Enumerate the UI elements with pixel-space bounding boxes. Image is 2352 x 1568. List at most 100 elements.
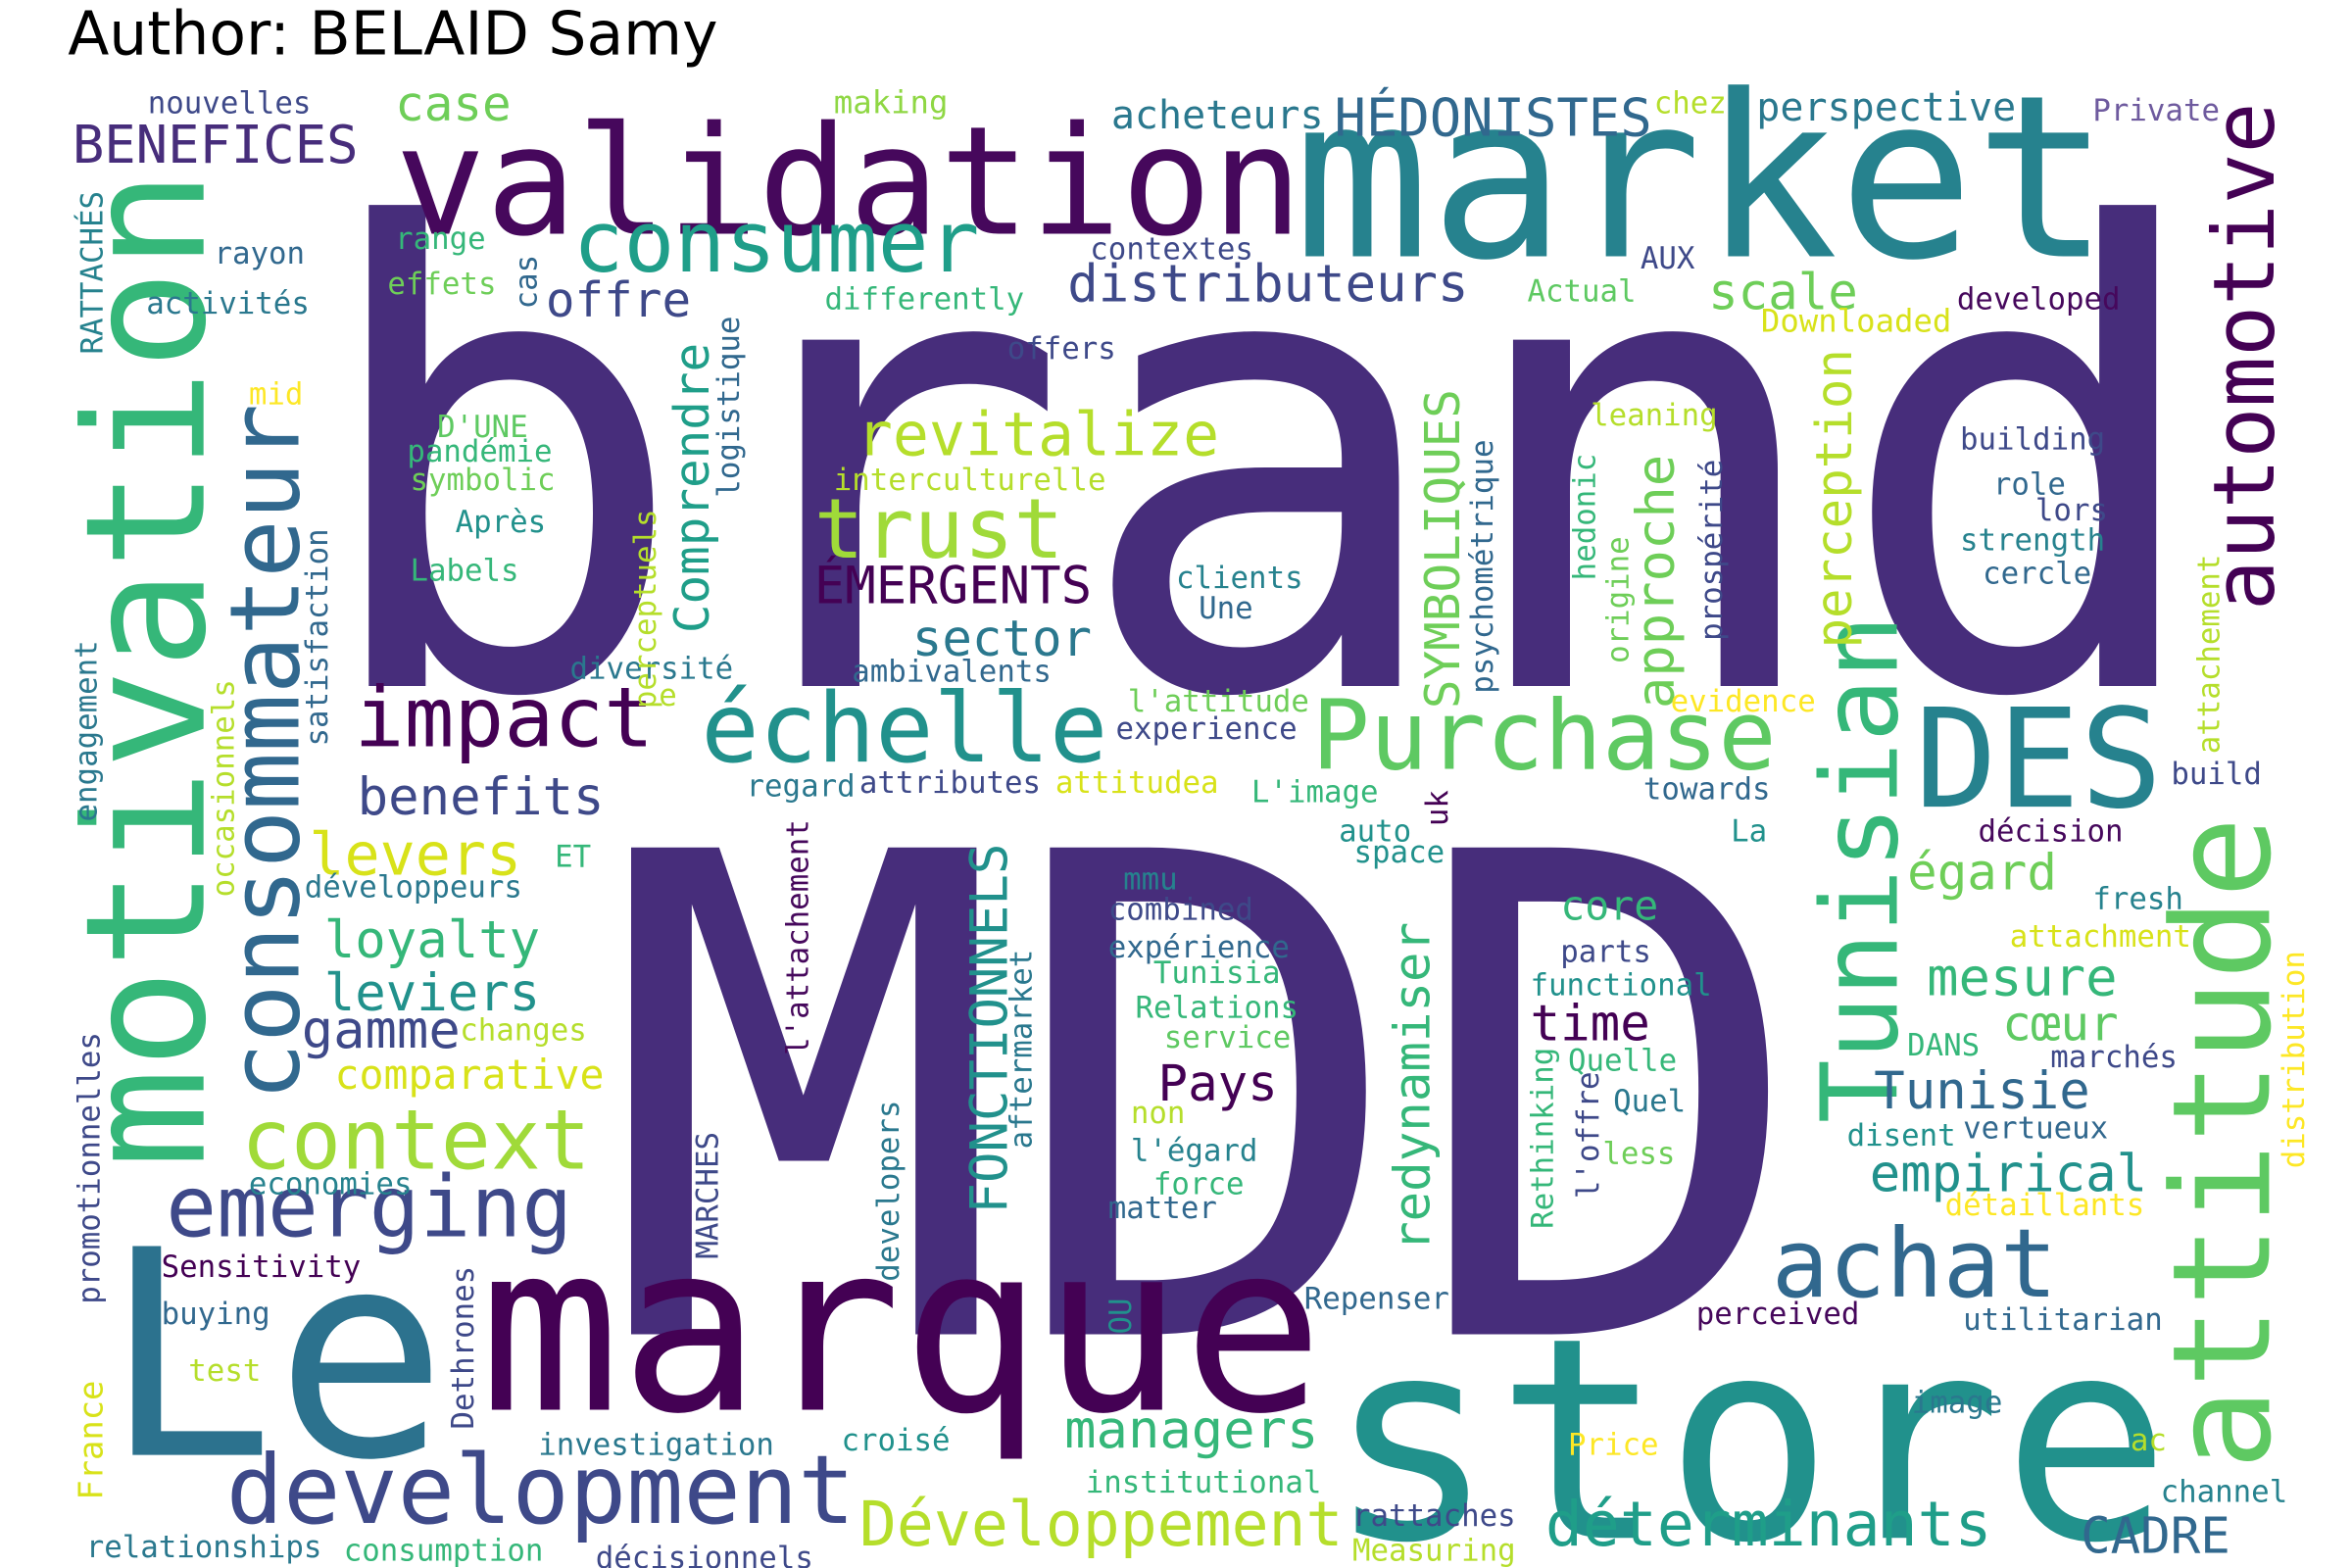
word: lors — [2035, 493, 2108, 528]
word: auto — [1339, 813, 1411, 849]
word: Dethrones — [446, 1266, 481, 1430]
word: buying — [162, 1297, 270, 1332]
word: logistique — [711, 317, 747, 498]
word: AUX — [1641, 241, 1695, 276]
word: promotionnelles — [73, 1032, 108, 1304]
word: psychométrique — [1465, 440, 1500, 694]
word: perceived — [1696, 1297, 1860, 1332]
word: uk — [1420, 790, 1455, 827]
word: build — [2171, 757, 2262, 792]
word: developed — [1957, 281, 2121, 317]
word: nouvelles — [148, 85, 312, 121]
word: Quelle — [1568, 1043, 1677, 1078]
word: test — [188, 1353, 261, 1389]
word: acheteurs — [1111, 93, 1324, 138]
word: perception — [1805, 349, 1863, 649]
word: combined — [1108, 892, 1253, 927]
word: perspective — [1756, 85, 2016, 130]
word: Price — [1568, 1428, 1659, 1463]
word: market — [1294, 48, 2111, 311]
word: strength — [1960, 523, 2105, 559]
word: RATTACHÉS — [75, 191, 111, 355]
word: economies — [249, 1166, 413, 1201]
word: satisfaction — [300, 528, 335, 746]
word: MARCHES — [690, 1132, 725, 1259]
word: leviers — [324, 963, 540, 1023]
word: CADRE — [2081, 1507, 2230, 1565]
word: pandémie — [407, 434, 552, 469]
word: engagement — [69, 640, 104, 821]
word: brand — [309, 99, 2215, 836]
word: effets — [387, 267, 496, 302]
word: space — [1354, 835, 1446, 870]
word: empirical — [1870, 1144, 2147, 1203]
word: La — [1731, 813, 1767, 849]
word: less — [1602, 1137, 1675, 1172]
word: contextes — [1090, 232, 1253, 268]
word: parts — [1560, 935, 1651, 970]
word: chez — [1654, 85, 1727, 121]
word: SYMBOLIQUES — [1414, 389, 1471, 709]
word: motivation — [50, 171, 243, 1169]
title: Author: BELAID Samy — [68, 0, 717, 69]
word: décision — [1978, 813, 2123, 849]
word: DES — [1915, 680, 2163, 840]
word: activités — [146, 286, 310, 321]
word: regard — [747, 768, 856, 804]
word: channel — [2161, 1474, 2288, 1509]
word: l'attachement — [781, 819, 816, 1055]
word: hedonic — [1568, 454, 1603, 581]
word: relationships — [86, 1530, 322, 1565]
word: l'égard — [1131, 1134, 1258, 1169]
word: approche — [1625, 455, 1687, 709]
word: échelle — [701, 673, 1107, 785]
word: loyalty — [324, 910, 540, 970]
word: Le — [103, 1190, 448, 1523]
word: managers — [1064, 1398, 1318, 1460]
word: scale — [1708, 263, 1858, 320]
word: fresh — [2092, 882, 2183, 917]
word: cas — [510, 255, 545, 310]
word: L'image — [1251, 774, 1379, 809]
word: perceptuels — [628, 509, 663, 709]
word: Développement — [859, 1488, 1344, 1560]
word: comparative — [335, 1051, 605, 1099]
word: Quel — [1613, 1084, 1686, 1119]
word: time — [1531, 995, 1650, 1053]
word: rayon — [214, 236, 305, 271]
word: attitudea — [1055, 765, 1219, 801]
word: context — [241, 1091, 591, 1188]
word: Tunisia — [1153, 956, 1281, 991]
word: OU — [1103, 1298, 1139, 1335]
word: mid — [249, 376, 304, 412]
word: offers — [1007, 331, 1116, 367]
word: trust — [814, 480, 1064, 577]
word: rattaches — [1352, 1498, 1516, 1534]
word: benefits — [358, 767, 605, 827]
word: distribution — [2277, 951, 2312, 1168]
word: symbolic — [410, 463, 555, 498]
word: achat — [1772, 1208, 2058, 1319]
word: consumption — [344, 1533, 544, 1568]
word: égard — [1907, 844, 2057, 902]
word: functional — [1531, 967, 1712, 1003]
word: Tunisian — [1799, 614, 1922, 1123]
word: Labels — [410, 553, 518, 588]
word: store — [1327, 1278, 2171, 1568]
word: core — [1560, 881, 1658, 929]
word: distributeurs — [1067, 255, 1468, 315]
word: MDD — [603, 714, 1809, 1493]
word: redynamiser — [1383, 922, 1441, 1251]
word: evidence — [1671, 684, 1816, 719]
word: l'offre — [1571, 1071, 1606, 1199]
word: cercle — [1983, 556, 2091, 591]
word: leaning — [1591, 398, 1718, 433]
word: validation — [395, 94, 1302, 270]
word: consommateur — [211, 404, 322, 1101]
word: origine — [1601, 536, 1637, 663]
word: towards — [1643, 771, 1771, 807]
word: DANS — [1907, 1028, 1980, 1063]
word: Sensitivity — [162, 1250, 362, 1285]
